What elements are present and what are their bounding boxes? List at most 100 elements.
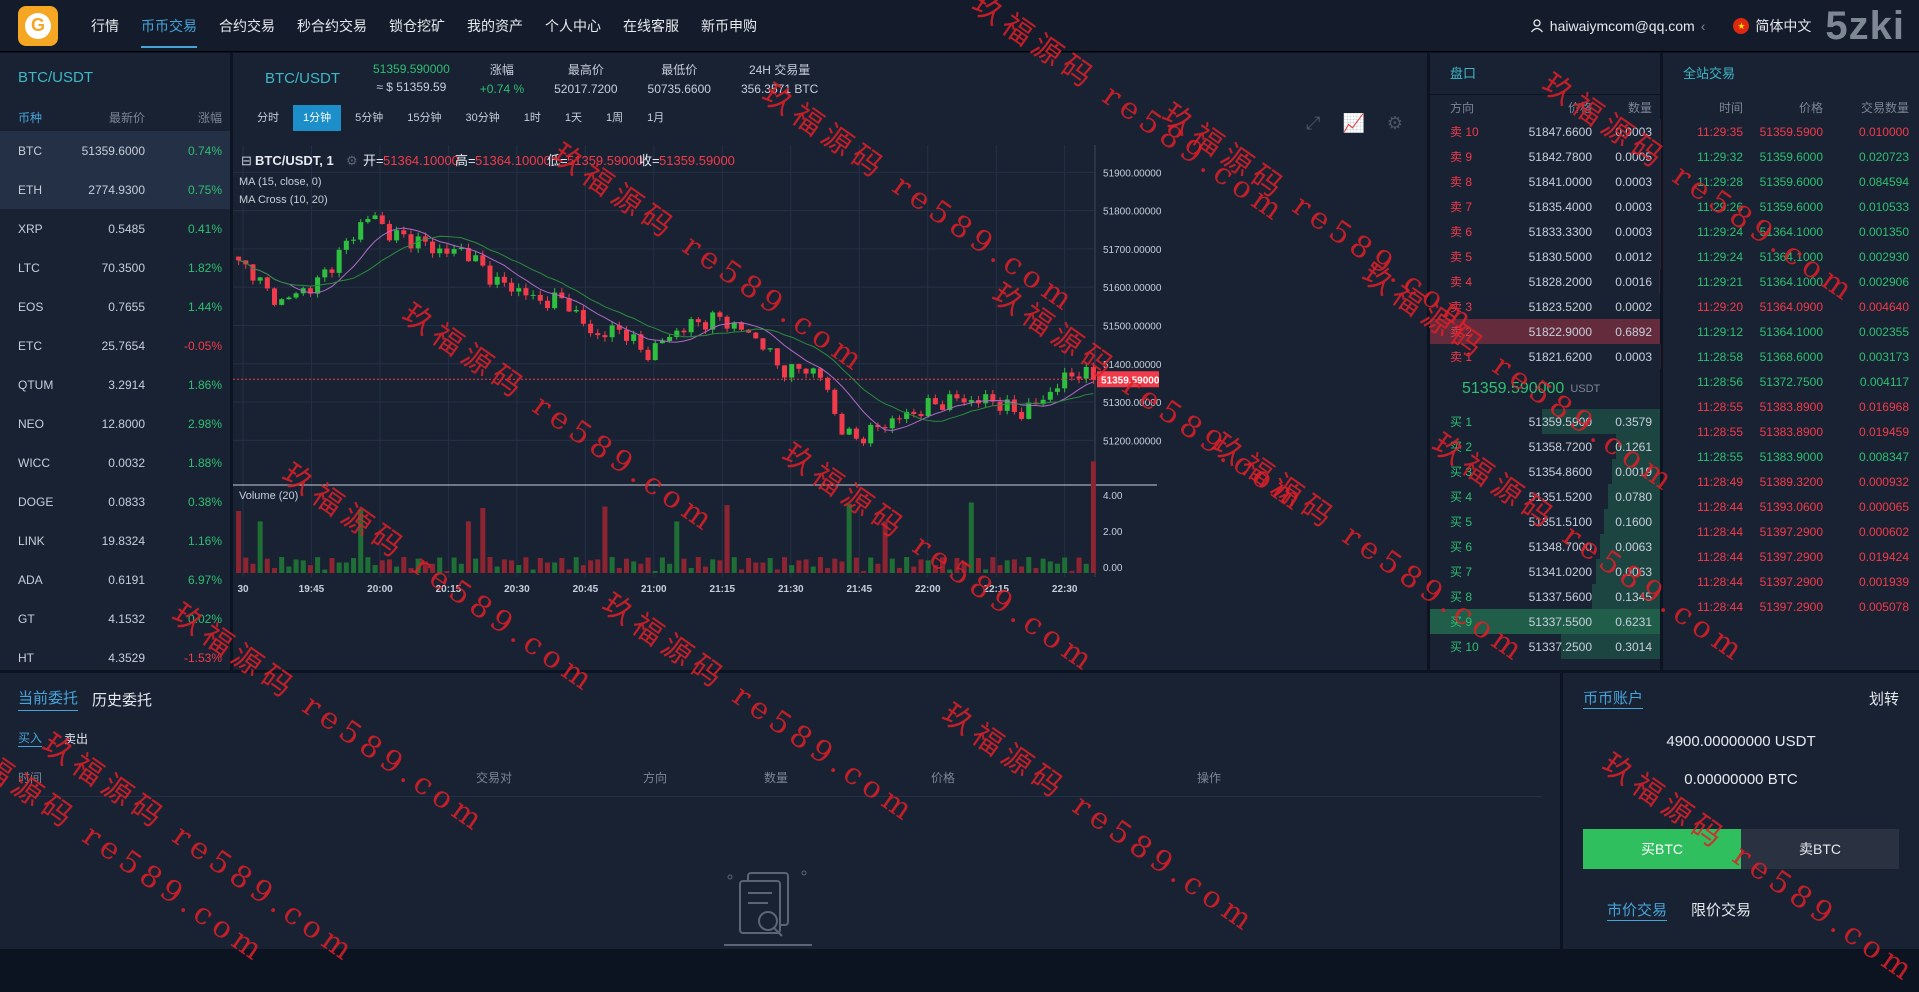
fullscreen-icon[interactable]: ⤢ <box>1306 113 1320 134</box>
market-price: 12.8000 <box>70 417 145 431</box>
volume-bar <box>329 558 334 573</box>
user-menu[interactable]: haiwaiymcom@qq.com ‹ <box>1530 18 1706 34</box>
y-tick-label: 51300.00000 <box>1103 398 1162 409</box>
interval-3[interactable]: 15分钟 <box>397 105 451 131</box>
trade-qty: 0.019459 <box>1823 425 1909 439</box>
sell-btc-button[interactable]: 卖BTC <box>1741 829 1899 869</box>
tab-current-orders[interactable]: 当前委托 <box>18 687 78 711</box>
book-qty: 0.0063 <box>1592 540 1652 554</box>
brand-logo[interactable]: G <box>18 6 58 46</box>
interval-4[interactable]: 30分钟 <box>456 105 510 131</box>
nav-item-4[interactable]: 锁仓挖矿 <box>378 0 456 52</box>
interval-5[interactable]: 1时 <box>514 105 551 131</box>
interval-0[interactable]: 分时 <box>247 105 289 131</box>
col-change[interactable]: 涨幅 <box>145 109 222 126</box>
col-coin[interactable]: 币种 <box>0 109 70 126</box>
interval-7[interactable]: 1周 <box>596 105 633 131</box>
interval-1[interactable]: 1分钟 <box>293 105 341 131</box>
ticker-change: 涨幅 +0.74 % <box>480 61 524 96</box>
trades-header: 时间 价格 交易数量 <box>1663 95 1919 119</box>
legend-ma: MA (15, close, 0) <box>239 176 322 188</box>
col-price[interactable]: 最新价 <box>70 109 145 126</box>
interval-6[interactable]: 1天 <box>555 105 592 131</box>
nav-item-0[interactable]: 行情 <box>80 0 130 52</box>
subtab-buy[interactable]: 买入 <box>18 729 42 747</box>
trade-qty: 0.001350 <box>1823 225 1909 239</box>
trade-time: 11:29:28 <box>1663 175 1743 189</box>
candle-body <box>610 325 615 337</box>
buy-btc-button[interactable]: 买BTC <box>1583 829 1741 869</box>
trade-time: 11:28:44 <box>1663 500 1743 514</box>
candle-body <box>495 277 500 285</box>
interval-8[interactable]: 1月 <box>637 105 674 131</box>
tab-limit-order[interactable]: 限价交易 <box>1691 899 1751 921</box>
candle-body <box>796 364 801 369</box>
trade-qty: 0.004640 <box>1823 300 1909 314</box>
ticker-high-label: 最高价 <box>554 61 617 78</box>
nav-item-3[interactable]: 秒合约交易 <box>286 0 378 52</box>
gear-icon[interactable]: ⚙ <box>1387 113 1403 134</box>
volume-bar <box>710 559 715 573</box>
tab-history-orders[interactable]: 历史委托 <box>92 689 152 710</box>
trade-price: 51397.2900 <box>1743 525 1823 539</box>
volume-bar <box>466 521 471 573</box>
interval-2[interactable]: 5分钟 <box>345 105 393 131</box>
candlestick-chart[interactable]: 51900.0000051800.0000051700.0000051600.0… <box>233 145 1427 670</box>
volume-bar <box>301 560 306 573</box>
nav-item-5[interactable]: 我的资产 <box>456 0 534 52</box>
transfer-link[interactable]: 划转 <box>1869 688 1899 709</box>
nav-item-7[interactable]: 在线客服 <box>612 0 690 52</box>
indicator-icon[interactable]: 📈 <box>1342 113 1364 134</box>
nav-item-8[interactable]: 新币申购 <box>690 0 768 52</box>
nav-item-6[interactable]: 个人中心 <box>534 0 612 52</box>
nav-item-2[interactable]: 合约交易 <box>208 0 286 52</box>
candle-body <box>337 250 342 273</box>
account-title[interactable]: 币币账户 <box>1583 687 1643 709</box>
book-side: 买 4 <box>1430 488 1492 505</box>
tab-market-order[interactable]: 市价交易 <box>1607 899 1667 921</box>
subtab-sell[interactable]: 卖出 <box>64 730 88 747</box>
nav-item-1[interactable]: 币币交易 <box>130 0 208 52</box>
candle-body <box>1062 373 1067 389</box>
language-switch[interactable]: ★ 简体中文 <box>1733 16 1811 36</box>
volume-bar <box>725 505 730 573</box>
book-side: 买 10 <box>1430 638 1492 655</box>
